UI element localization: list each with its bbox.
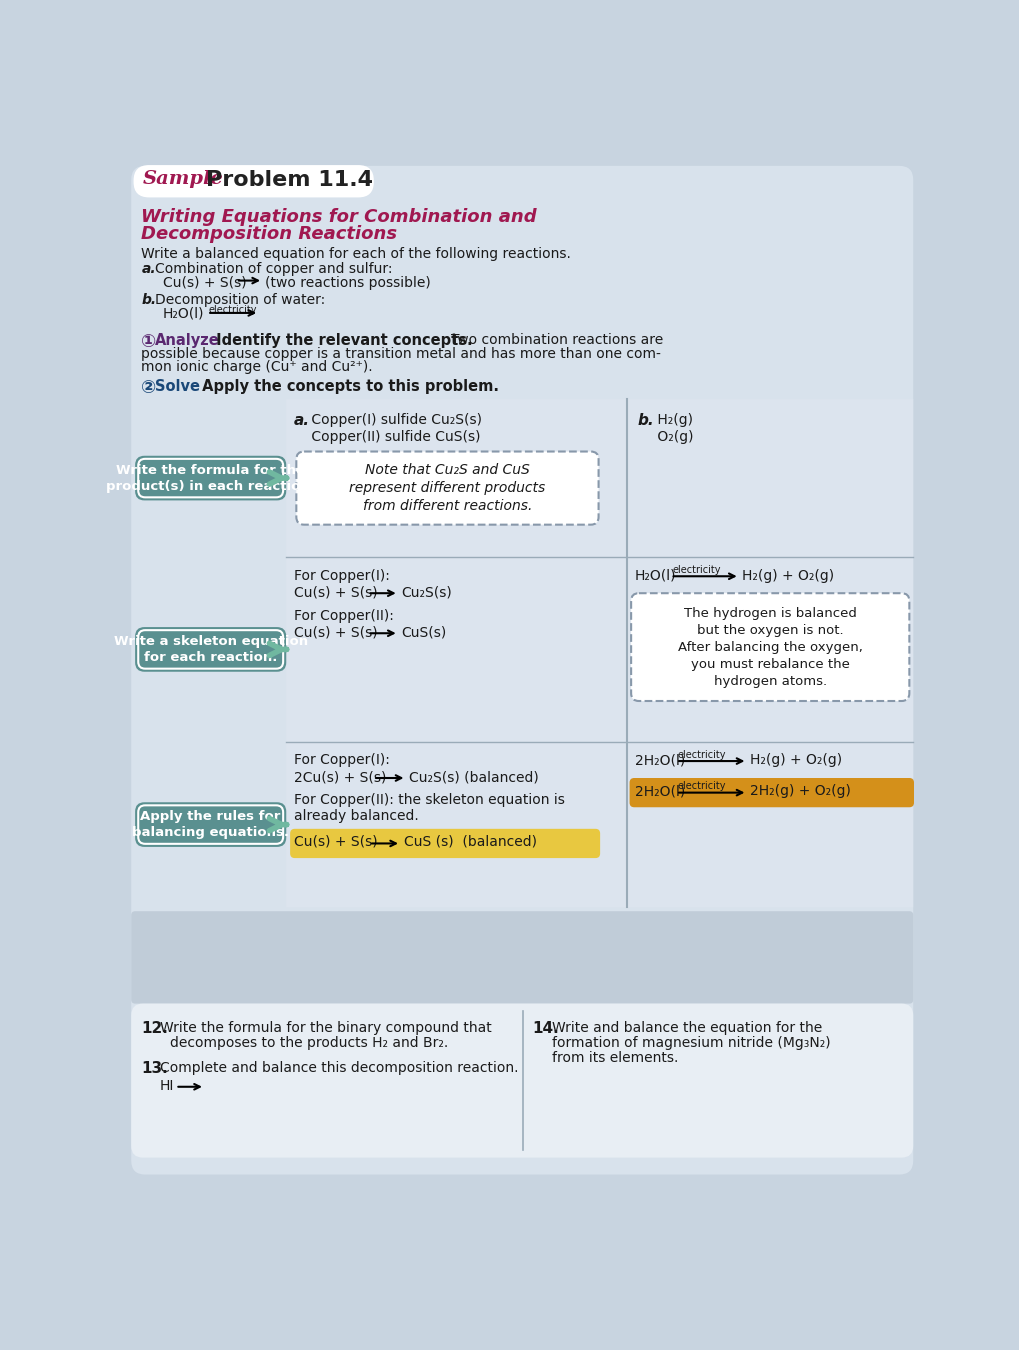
Text: a.: a. <box>142 262 156 277</box>
Text: For Copper(I):: For Copper(I): <box>294 568 390 583</box>
Text: Write a balanced equation for each of the following reactions.: Write a balanced equation for each of th… <box>142 247 572 261</box>
FancyBboxPatch shape <box>628 400 913 558</box>
Text: Write the formula for the binary compound that: Write the formula for the binary compoun… <box>160 1021 492 1034</box>
Text: O₂(g): O₂(g) <box>653 429 693 444</box>
FancyBboxPatch shape <box>136 456 286 501</box>
Text: electricity: electricity <box>678 782 727 791</box>
FancyBboxPatch shape <box>290 829 600 859</box>
Text: CuS (s)  (balanced): CuS (s) (balanced) <box>405 834 537 849</box>
Text: ②: ② <box>142 379 157 397</box>
FancyBboxPatch shape <box>286 400 628 558</box>
Text: Copper(I) sulfide Cu₂S(s): Copper(I) sulfide Cu₂S(s) <box>307 413 482 427</box>
FancyBboxPatch shape <box>131 1003 913 1157</box>
FancyBboxPatch shape <box>133 165 374 197</box>
Text: a.: a. <box>294 413 310 428</box>
Text: from its elements.: from its elements. <box>552 1052 679 1065</box>
FancyBboxPatch shape <box>630 778 914 807</box>
FancyBboxPatch shape <box>131 911 913 1003</box>
Text: Writing Equations for Combination and: Writing Equations for Combination and <box>142 208 537 227</box>
Text: electricity: electricity <box>209 305 257 315</box>
Text: Analyze: Analyze <box>155 333 220 348</box>
Text: Copper(II) sulfide CuS(s): Copper(II) sulfide CuS(s) <box>307 429 481 444</box>
Text: mon ionic charge (Cu⁺ and Cu²⁺).: mon ionic charge (Cu⁺ and Cu²⁺). <box>142 360 373 374</box>
FancyBboxPatch shape <box>286 558 628 741</box>
Text: ①: ① <box>142 333 157 351</box>
Text: The hydrogen is balanced
but the oxygen is not.
After balancing the oxygen,
you : The hydrogen is balanced but the oxygen … <box>678 606 863 687</box>
Text: Apply the concepts to this problem.: Apply the concepts to this problem. <box>197 379 499 394</box>
Text: Cu(s) + S(s): Cu(s) + S(s) <box>294 586 378 599</box>
Text: formation of magnesium nitride (Mg₃N₂): formation of magnesium nitride (Mg₃N₂) <box>552 1035 830 1050</box>
Text: For Copper(II): the skeleton equation is: For Copper(II): the skeleton equation is <box>294 794 565 807</box>
Text: HI: HI <box>160 1079 174 1094</box>
Text: Note that Cu₂S and CuS
represent different products
from different reactions.: Note that Cu₂S and CuS represent differe… <box>350 463 545 513</box>
Text: Cu₂S(s) (balanced): Cu₂S(s) (balanced) <box>409 771 538 784</box>
Text: 2H₂(g) + O₂(g): 2H₂(g) + O₂(g) <box>750 784 851 798</box>
Text: b.: b. <box>142 293 157 306</box>
FancyBboxPatch shape <box>136 802 286 846</box>
Text: Write a skeleton equation
for each reaction.: Write a skeleton equation for each react… <box>114 634 308 664</box>
Text: H₂(g) + O₂(g): H₂(g) + O₂(g) <box>742 568 835 583</box>
Text: For Copper(II):: For Copper(II): <box>294 609 394 622</box>
Text: 14.: 14. <box>532 1021 558 1035</box>
Text: 2H₂O(l): 2H₂O(l) <box>635 784 685 798</box>
Text: already balanced.: already balanced. <box>294 809 419 822</box>
FancyBboxPatch shape <box>628 558 913 741</box>
Text: Cu(s) + S(s): Cu(s) + S(s) <box>294 834 378 849</box>
Text: 13.: 13. <box>142 1061 168 1076</box>
FancyBboxPatch shape <box>131 166 913 1174</box>
FancyBboxPatch shape <box>297 451 598 525</box>
Text: Two combination reactions are: Two combination reactions are <box>451 333 663 347</box>
Text: Sample: Sample <box>143 170 223 188</box>
Text: electricity: electricity <box>678 751 727 760</box>
Text: b.: b. <box>637 413 654 428</box>
Text: 2H₂O(l): 2H₂O(l) <box>635 753 685 767</box>
Text: (two reactions possible): (two reactions possible) <box>265 275 431 290</box>
Text: Write the formula for the
product(s) in each reaction.: Write the formula for the product(s) in … <box>106 463 315 493</box>
Text: H₂(g): H₂(g) <box>653 413 693 427</box>
Text: decomposes to the products H₂ and Br₂.: decomposes to the products H₂ and Br₂. <box>170 1035 448 1050</box>
Text: Complete and balance this decomposition reaction.: Complete and balance this decomposition … <box>160 1061 519 1076</box>
Text: Apply the rules for
balancing equations.: Apply the rules for balancing equations. <box>132 810 289 840</box>
FancyBboxPatch shape <box>136 628 286 672</box>
FancyBboxPatch shape <box>631 593 909 701</box>
Text: H₂O(l): H₂O(l) <box>163 306 205 321</box>
Text: Identify the relevant concepts.: Identify the relevant concepts. <box>211 333 473 348</box>
Text: 12.: 12. <box>142 1021 168 1035</box>
Text: Decomposition Reactions: Decomposition Reactions <box>142 225 397 243</box>
FancyBboxPatch shape <box>286 741 628 907</box>
Text: 2Cu(s) + S(s): 2Cu(s) + S(s) <box>294 771 386 784</box>
FancyBboxPatch shape <box>628 741 913 907</box>
Text: Cu(s) + S(s): Cu(s) + S(s) <box>294 625 378 640</box>
Text: electricity: electricity <box>673 566 720 575</box>
Text: For Copper(I):: For Copper(I): <box>294 753 390 767</box>
Text: H₂O(l): H₂O(l) <box>635 568 677 583</box>
Text: Write and balance the equation for the: Write and balance the equation for the <box>552 1021 822 1034</box>
Text: H₂(g) + O₂(g): H₂(g) + O₂(g) <box>750 753 842 767</box>
Text: Cu(s) + S(s): Cu(s) + S(s) <box>163 275 247 290</box>
Text: Cu₂S(s): Cu₂S(s) <box>401 586 452 599</box>
Text: Problem 11.4: Problem 11.4 <box>207 170 373 190</box>
Text: Solve: Solve <box>155 379 201 394</box>
Text: Combination of copper and sulfur:: Combination of copper and sulfur: <box>155 262 392 277</box>
Text: possible because copper is a transition metal and has more than one com-: possible because copper is a transition … <box>142 347 661 360</box>
Text: Decomposition of water:: Decomposition of water: <box>155 293 325 306</box>
Text: CuS(s): CuS(s) <box>401 625 447 640</box>
